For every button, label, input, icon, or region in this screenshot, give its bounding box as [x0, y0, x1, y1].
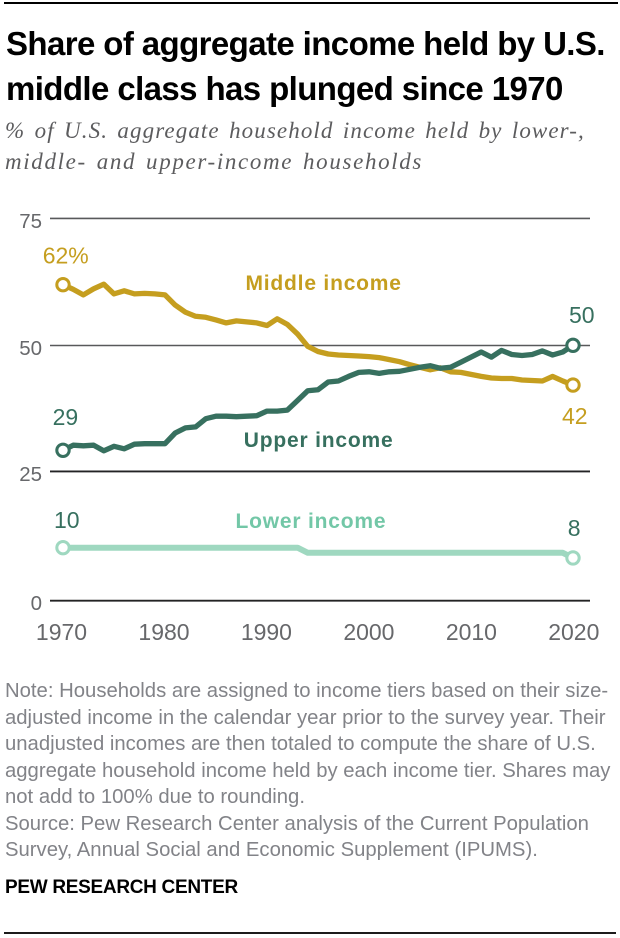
svg-text:8: 8	[568, 515, 581, 541]
svg-text:62%: 62%	[43, 242, 89, 268]
svg-text:29: 29	[53, 404, 79, 430]
svg-text:50: 50	[569, 302, 595, 328]
svg-text:2020: 2020	[548, 619, 599, 645]
svg-text:Middle income: Middle income	[246, 272, 402, 295]
svg-text:42: 42	[562, 403, 588, 429]
svg-text:50: 50	[19, 337, 42, 360]
svg-text:75: 75	[19, 210, 42, 233]
svg-text:1990: 1990	[241, 619, 292, 645]
svg-text:1970: 1970	[36, 619, 87, 645]
svg-text:Lower income: Lower income	[236, 510, 387, 533]
svg-text:2010: 2010	[446, 619, 497, 645]
svg-text:10: 10	[54, 507, 80, 533]
svg-text:25: 25	[19, 463, 42, 486]
svg-text:0: 0	[31, 592, 42, 615]
svg-text:1980: 1980	[138, 619, 189, 645]
svg-text:Upper income: Upper income	[244, 429, 394, 452]
svg-text:2000: 2000	[343, 619, 394, 645]
